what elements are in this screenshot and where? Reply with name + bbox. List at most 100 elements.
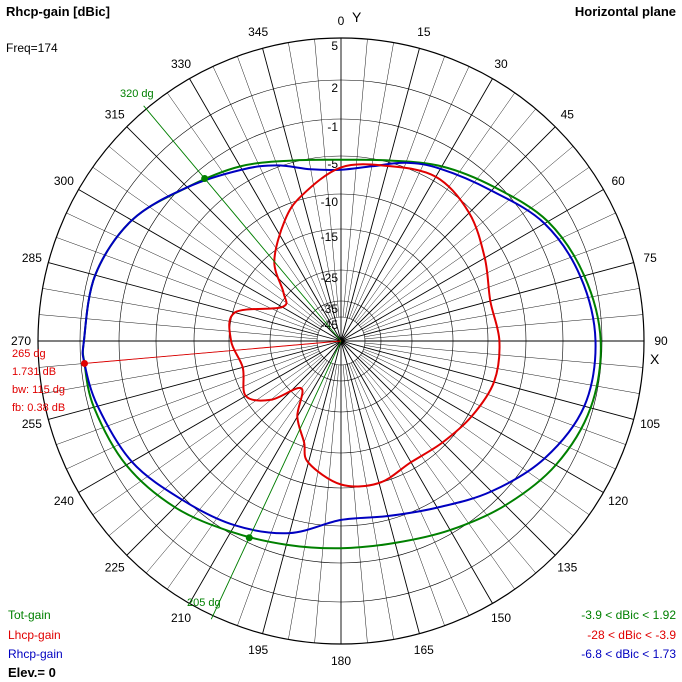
grid-spoke (342, 39, 368, 318)
grid-spoke (340, 189, 604, 342)
chart-title: Rhcp-gain [dBic] (6, 4, 110, 19)
grid-spoke (66, 212, 320, 332)
beamwidth-line (143, 105, 342, 342)
angle-tick-label: 195 (248, 643, 268, 657)
grid-spoke (78, 189, 342, 342)
legend-rhcp-range: -6.8 < dBic < 1.73 (581, 647, 676, 661)
grid-spoke (360, 354, 590, 515)
grid-spoke (288, 364, 338, 640)
grid-spoke (356, 359, 536, 574)
series-layer (81, 158, 602, 550)
grid-spoke (126, 340, 342, 556)
grid-spoke (262, 340, 342, 634)
angle-tick-label: 315 (105, 108, 125, 122)
grid-spoke (48, 262, 342, 342)
legend-lhcp-range: -28 < dBic < -3.9 (587, 628, 676, 642)
grid-spoke (363, 348, 626, 445)
angle-tick-label: 150 (491, 611, 511, 625)
marker-320-label: 320 dg (120, 88, 154, 100)
grid-spoke (237, 56, 334, 319)
legend-lhcp-name: Lhcp-gain (8, 628, 61, 642)
grid-spoke (364, 314, 643, 340)
angle-tick-label: 135 (557, 560, 577, 574)
grid-spoke (42, 288, 318, 338)
grid-spoke (340, 48, 420, 342)
angle-tick-label: 60 (611, 174, 625, 188)
grid-spoke (356, 108, 536, 323)
grid-spoke (344, 42, 394, 318)
grid-spoke (39, 314, 318, 340)
angle-tick-label: 15 (417, 25, 431, 39)
angle-tick-label: 120 (608, 494, 628, 508)
freq-label: Freq=174 (6, 41, 58, 55)
grid-spoke (126, 126, 342, 342)
grid-spoke (359, 356, 574, 536)
radial-tick-label: -25 (321, 271, 339, 285)
angle-tick-label: 90 (654, 334, 668, 348)
series-rhcp-gaincurve (81, 161, 597, 535)
grid-spoke (146, 359, 326, 574)
beamwidth-marker-dot (245, 534, 253, 542)
angle-tick-label: 240 (54, 494, 74, 508)
grid-spoke (348, 363, 445, 626)
grid-spoke (362, 350, 616, 470)
angle-tick-label: 180 (331, 654, 351, 668)
radial-tick-label: -1 (327, 120, 338, 134)
grid-spoke (354, 92, 515, 322)
grid-spoke (108, 356, 323, 536)
grid-spoke (340, 78, 493, 342)
max-gain-annotation: 265 dg (12, 348, 46, 360)
grid-spoke (350, 66, 470, 320)
grid-spoke (364, 344, 640, 394)
grid-spoke (189, 78, 342, 342)
max-gain-marker-dot (80, 359, 88, 367)
grid-spoke (344, 364, 394, 640)
angle-tick-label: 255 (22, 417, 42, 431)
grid-spoke (340, 340, 493, 604)
polar-grid: 0153045607590105120135150165180195210225… (11, 14, 668, 668)
angle-tick-label: 0 (338, 14, 345, 28)
radial-tick-label: -35 (321, 302, 339, 316)
radial-tick-label: 2 (331, 81, 338, 95)
angle-tick-label: 105 (640, 417, 660, 431)
angle-tick-label: 285 (22, 251, 42, 265)
angle-tick-label: 30 (494, 57, 508, 71)
angle-tick-label: 270 (11, 334, 31, 348)
elevation-label: Elev.= 0 (8, 665, 56, 680)
series-lhcp-gaincurve (228, 163, 501, 488)
series-tot-gaincurve (81, 158, 602, 550)
angle-tick-label: 210 (171, 611, 191, 625)
plane-label: Horizontal plane (575, 4, 676, 19)
grid-spoke (314, 39, 340, 318)
angle-tick-label: 330 (171, 57, 191, 71)
grid-spoke (314, 364, 340, 643)
legend-tot-range: -3.9 < dBic < 1.92 (581, 608, 676, 622)
grid-spoke (189, 340, 342, 604)
grid-spoke (56, 237, 319, 334)
grid-spoke (78, 340, 342, 493)
radial-tick-label: -5 (327, 157, 338, 171)
grid-spoke (350, 362, 470, 616)
max-gain-annotation: bw: 115 dg (12, 384, 65, 396)
grid-spoke (348, 56, 445, 319)
grid-spoke (340, 126, 556, 342)
grid-spoke (108, 146, 323, 326)
max-gain-line (84, 340, 342, 364)
beamwidth-marker-dot (201, 174, 209, 182)
legend-tot-name: Tot-gain (8, 608, 51, 622)
angle-tick-label: 45 (561, 108, 575, 122)
angle-tick-label: 225 (105, 560, 125, 574)
grid-spoke (364, 288, 640, 338)
beamwidth-line (210, 340, 342, 620)
grid-spoke (167, 92, 328, 322)
grid-spoke (364, 342, 643, 368)
x-axis-label: X (650, 351, 660, 367)
marker-layer: 320 dg 205 dg 265 dg 1.731 dB bw: 115 dg fb: … (12, 88, 342, 620)
angle-tick-label: 165 (414, 643, 434, 657)
grid-spoke (360, 167, 590, 328)
grid-spoke (237, 363, 334, 626)
grid-spoke (92, 354, 322, 515)
grid-spoke (354, 360, 515, 590)
max-gain-annotation: 1.731 dB (12, 366, 56, 378)
grid-spoke (212, 66, 332, 320)
